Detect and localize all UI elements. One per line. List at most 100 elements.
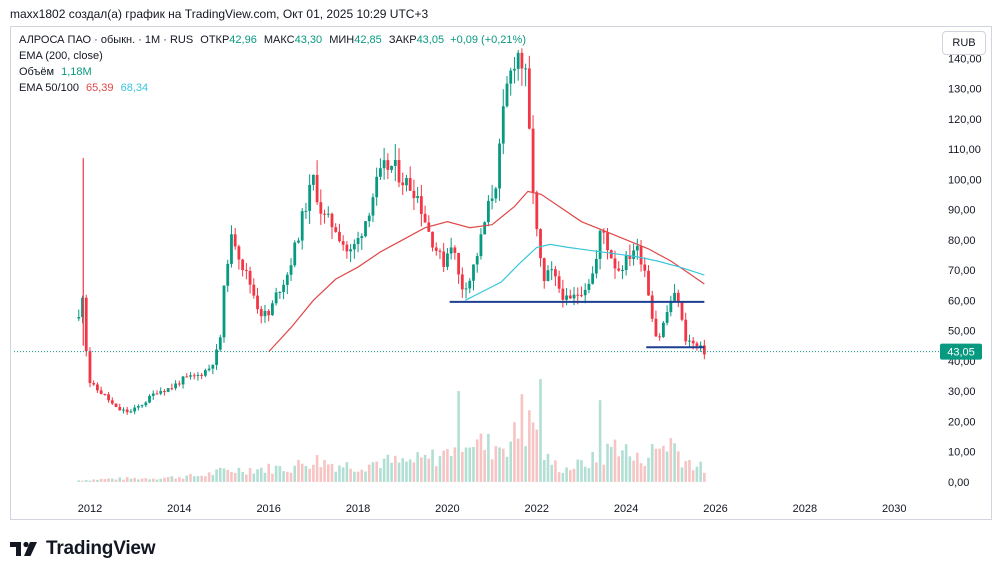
legend-low-label: МИН: [329, 34, 355, 46]
legend-ema-50-100-row[interactable]: EMA 50/100 65,39 68,34: [19, 80, 526, 96]
ema50-line: [268, 190, 705, 353]
candle-body: [509, 70, 513, 84]
candle-body: [617, 268, 621, 271]
volume-bar: [371, 462, 375, 482]
tradingview-logo[interactable]: TradingView: [10, 538, 156, 560]
candle-body: [661, 322, 665, 337]
volume-bar: [572, 468, 576, 482]
candle-body: [293, 242, 297, 266]
candle-body: [300, 211, 304, 241]
candle-body: [297, 240, 300, 243]
volume-bar: [125, 477, 129, 482]
volume-bar: [349, 468, 352, 482]
candle-body: [367, 215, 371, 222]
volume-bar: [684, 461, 688, 482]
volume-bar: [200, 475, 203, 482]
candle-body: [438, 250, 442, 252]
volume-bar: [230, 472, 233, 482]
candle-body: [352, 244, 356, 250]
volume-bar: [639, 463, 643, 482]
candle-body: [490, 198, 494, 201]
volume-bar: [665, 451, 669, 482]
legend-open-value: 42,96: [229, 34, 257, 46]
volume-bar: [449, 456, 453, 482]
volume-bar: [148, 479, 151, 482]
volume-bar: [326, 464, 330, 482]
candle-body: [304, 210, 308, 212]
volume-bar: [286, 471, 289, 482]
candle-body: [602, 230, 606, 233]
volume-bar: [353, 471, 356, 482]
volume-bar: [233, 472, 237, 482]
legend-volume-row[interactable]: Объём 1,18M: [19, 64, 526, 80]
candle-body: [464, 288, 468, 290]
volume-bar: [405, 461, 408, 482]
volume-bar: [531, 422, 535, 482]
volume-bar: [423, 454, 427, 482]
candle-body: [289, 265, 293, 275]
volume-bar: [699, 461, 702, 482]
candle-body: [99, 390, 103, 394]
candle-body: [639, 245, 643, 265]
volume-bar: [580, 460, 583, 482]
volume-bar: [569, 470, 572, 482]
volume-bar: [252, 473, 256, 482]
candle-body: [96, 384, 99, 391]
volume-bar: [107, 478, 110, 482]
candle-body: [345, 244, 349, 252]
candle-body: [136, 406, 140, 408]
candle-body: [460, 274, 464, 290]
x-tick-label: 2028: [793, 503, 817, 515]
candle-body: [513, 68, 516, 71]
volume-bar: [144, 478, 148, 482]
volume-bar: [192, 476, 196, 482]
volume-bar: [479, 433, 483, 482]
volume-bar: [315, 455, 319, 482]
y-tick-label: 60,00: [948, 295, 976, 307]
volume-bar: [542, 459, 546, 482]
candle-body: [244, 270, 248, 272]
y-tick-label: 110,00: [948, 144, 981, 156]
volume-bar: [606, 443, 609, 482]
volume-bar: [554, 460, 557, 482]
volume-bar: [602, 464, 606, 482]
candle-body: [349, 249, 353, 252]
volume-bar: [516, 438, 520, 482]
legend-ema-50-100-label: EMA 50/100: [19, 82, 79, 94]
volume-bar: [472, 447, 475, 482]
candle-body: [252, 284, 256, 296]
legend-ema200-row[interactable]: EMA (200, close): [19, 48, 526, 64]
candle-body: [170, 388, 174, 390]
y-tick-label: 100,00: [948, 174, 982, 186]
volume-bar: [598, 400, 602, 482]
candle-body: [386, 160, 390, 170]
legend-ohlc-row: АЛРОСА ПАО · обыкн. · 1М · RUS ОТКР42,96…: [19, 32, 526, 48]
candle-body: [174, 383, 178, 389]
volume-bar: [267, 463, 270, 482]
volume-bar: [263, 472, 267, 482]
candle-body: [166, 388, 170, 392]
candle-body: [572, 294, 576, 299]
candle-body: [103, 393, 107, 395]
volume-bar: [643, 466, 647, 482]
candle-body: [140, 405, 144, 407]
candle-body: [241, 259, 245, 271]
candle-body: [129, 411, 133, 413]
candle-body: [609, 250, 613, 259]
candle-body: [311, 174, 315, 185]
x-tick-label: 2016: [256, 503, 280, 515]
candle-body: [319, 202, 323, 214]
candle-body: [580, 295, 583, 297]
candle-body: [375, 176, 379, 198]
volume-bar: [185, 475, 189, 482]
currency-button[interactable]: RUB: [942, 31, 986, 55]
volume-bar: [211, 474, 215, 482]
volume-bar: [356, 471, 360, 482]
volume-bar: [695, 466, 699, 482]
candle-body: [587, 283, 591, 290]
volume-bar: [308, 468, 311, 482]
candle-body: [472, 264, 475, 281]
candle-body: [371, 197, 375, 216]
candle-body: [624, 255, 628, 271]
